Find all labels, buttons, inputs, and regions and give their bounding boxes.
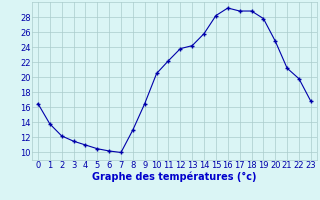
X-axis label: Graphe des températures (°c): Graphe des températures (°c) [92, 172, 257, 182]
